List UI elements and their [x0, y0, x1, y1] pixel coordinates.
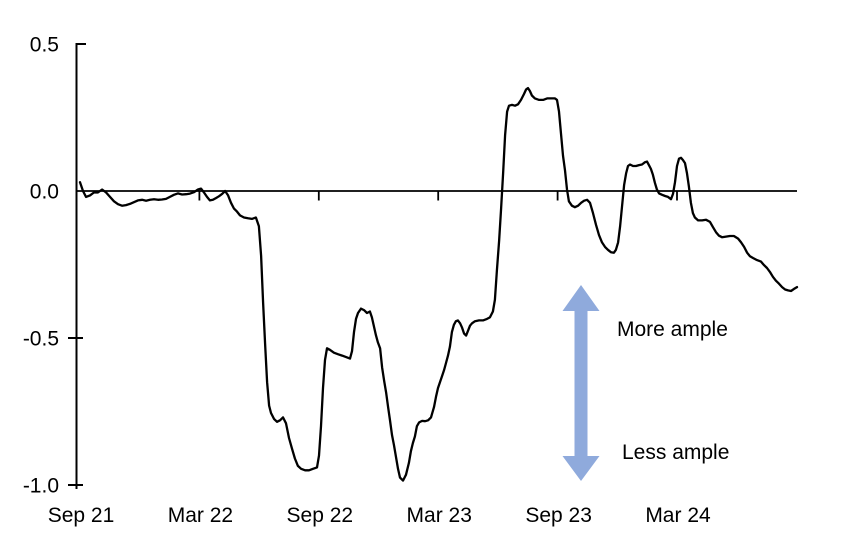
x-tick-label: Sep 21 [48, 504, 115, 527]
x-tick-label: Mar 22 [168, 504, 233, 527]
up-down-arrow-icon [562, 285, 600, 481]
y-tick-label: 0.5 [30, 34, 59, 57]
x-tick-label: Sep 22 [287, 504, 354, 527]
y-tick-label: -1.0 [23, 475, 59, 498]
series-layer [78, 86, 799, 482]
x-tick-label: Mar 24 [645, 504, 711, 527]
x-tick-label: Sep 23 [525, 504, 592, 527]
annotation-less-ample: Less ample [622, 441, 729, 464]
x-tick-label: Mar 23 [407, 504, 472, 527]
y-tick-label: 0.0 [30, 181, 59, 204]
y-tick-label: -0.5 [23, 328, 59, 351]
indicator-line [78, 86, 799, 482]
axes-layer: 0.5 0.0 -0.5 -1.0 Sep 21 Mar 22 Sep 22 Mar 23 Se… [23, 34, 797, 527]
annotation-more-ample: More ample [617, 318, 728, 341]
